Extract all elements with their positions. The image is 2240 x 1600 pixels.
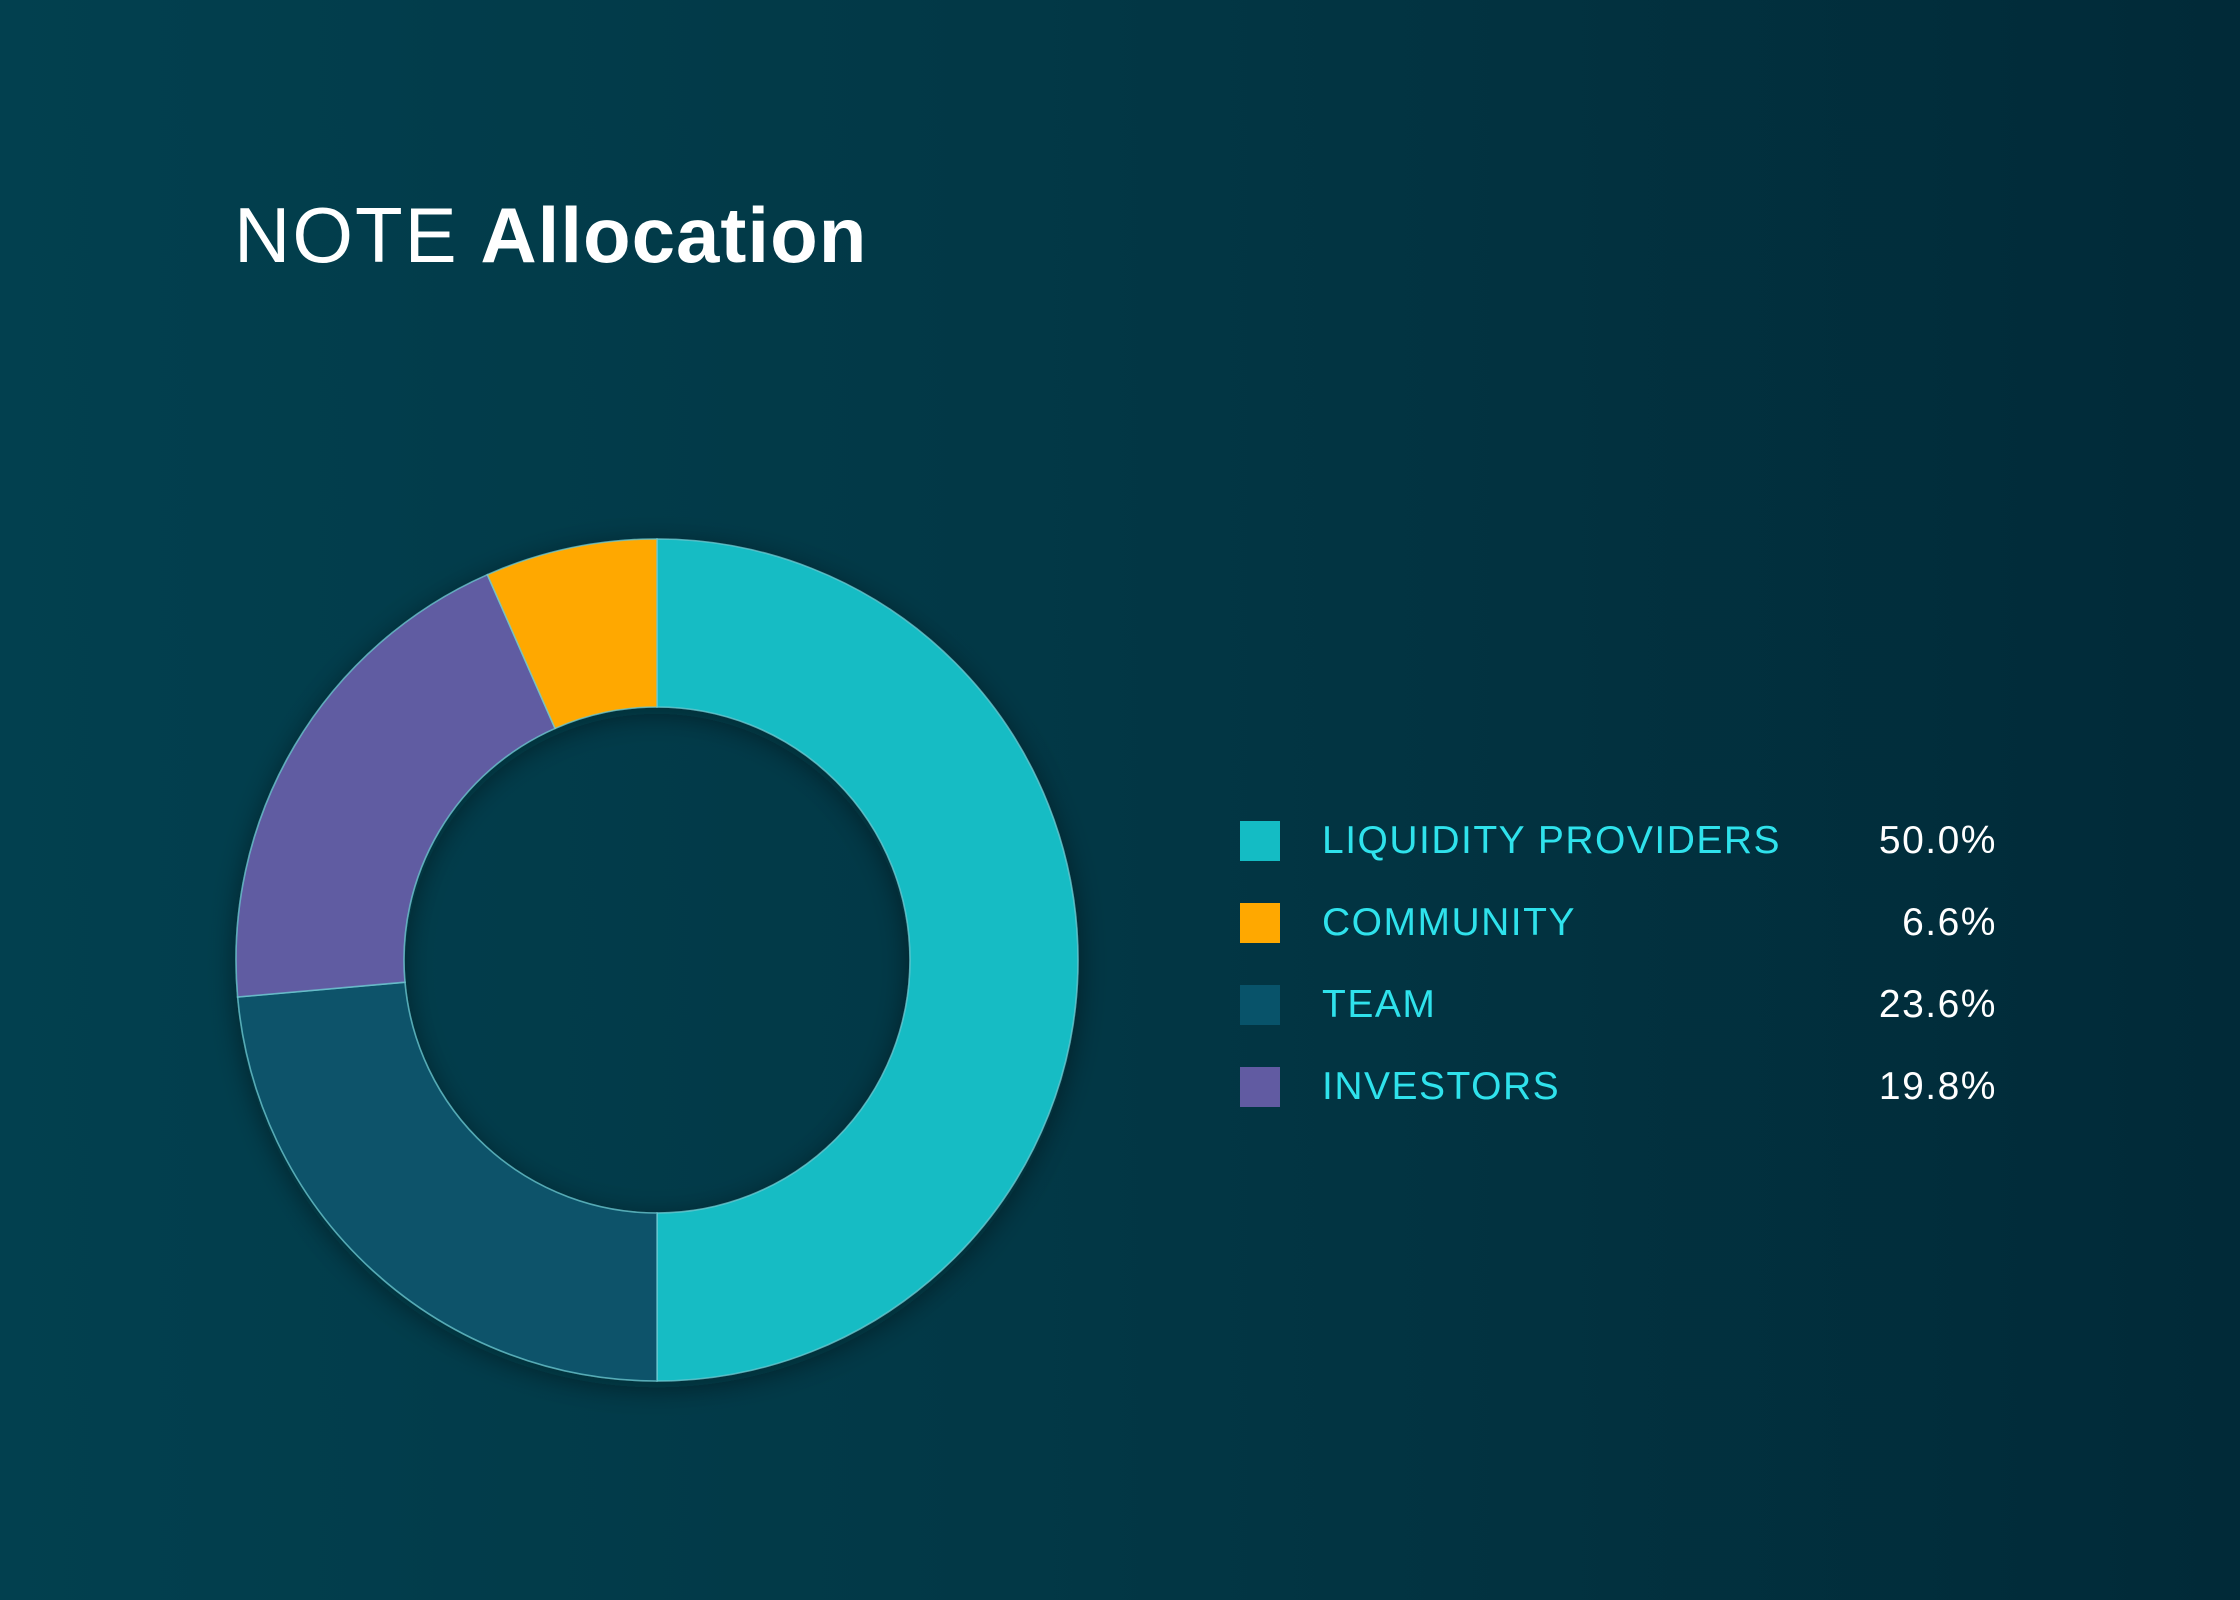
legend-swatch	[1240, 903, 1280, 943]
legend-value: 23.6%	[1878, 983, 1997, 1026]
title-bold: Allocation	[480, 191, 868, 279]
donut-slices	[235, 538, 1079, 1382]
legend-value: 6.6%	[1902, 901, 1997, 944]
title-light: NOTE	[234, 191, 459, 279]
legend-label: COMMUNITY	[1322, 901, 1576, 944]
legend-swatch	[1240, 985, 1280, 1025]
chart-title: NOTE Allocation	[234, 190, 867, 280]
legend-item-community: COMMUNITY 6.6%	[1240, 882, 2040, 964]
legend-value: 19.8%	[1878, 1065, 1997, 1108]
legend-swatch	[1240, 1067, 1280, 1107]
legend-swatch	[1240, 821, 1280, 861]
donut-slice-liquidity-providers	[656, 538, 1079, 1382]
legend-label: LIQUIDITY PROVIDERS	[1322, 819, 1782, 862]
donut-slice-investors	[235, 573, 557, 998]
legend: LIQUIDITY PROVIDERS 50.0% COMMUNITY 6.6%…	[1240, 800, 2040, 1128]
donut-slice-community	[486, 538, 658, 730]
legend-label: TEAM	[1322, 983, 1437, 1026]
legend-item-investors: INVESTORS 19.8%	[1240, 1046, 2040, 1128]
legend-label: INVESTORS	[1322, 1065, 1561, 1108]
legend-item-team: TEAM 23.6%	[1240, 964, 2040, 1046]
donut-slice-team	[236, 981, 658, 1382]
legend-item-liquidity-providers: LIQUIDITY PROVIDERS 50.0%	[1240, 800, 2040, 882]
legend-value: 50.0%	[1878, 819, 1997, 862]
